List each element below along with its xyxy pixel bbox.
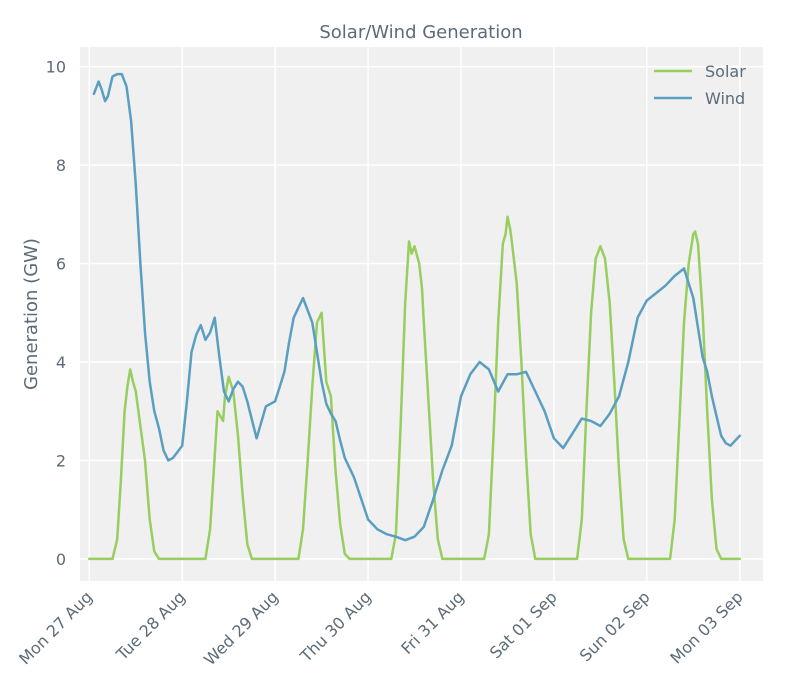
plot-background bbox=[80, 47, 763, 581]
y-axis-label: Generation (GW) bbox=[21, 238, 42, 390]
legend-label-solar: Solar bbox=[705, 62, 746, 81]
x-tick-label: Sat 01 Sep bbox=[486, 587, 561, 662]
y-tick-label: 4 bbox=[56, 353, 66, 372]
y-tick-label: 0 bbox=[56, 550, 66, 569]
y-tick-label: 2 bbox=[56, 451, 66, 470]
series-lines bbox=[88, 72, 742, 561]
x-tick-label: Wed 29 Aug bbox=[200, 587, 282, 669]
y-tick-label: 10 bbox=[46, 58, 66, 77]
chart-title: Solar/Wind Generation bbox=[319, 22, 522, 43]
y-tick-labels: 0 2 4 6 8 10 bbox=[46, 58, 66, 569]
x-gridlines bbox=[88, 47, 741, 581]
x-tick-label: Fri 31 Aug bbox=[397, 587, 468, 658]
x-tick-label: Tue 28 Aug bbox=[112, 587, 189, 664]
x-tick-label: Sun 02 Sep bbox=[576, 587, 654, 665]
legend: Solar Wind bbox=[654, 62, 746, 108]
y-tick-label: 6 bbox=[56, 255, 66, 274]
y-tick-label: 8 bbox=[56, 156, 66, 175]
legend-label-wind: Wind bbox=[705, 89, 745, 108]
series-line-solar bbox=[88, 215, 742, 561]
x-tick-label: Thu 30 Aug bbox=[296, 587, 375, 666]
series-line-wind bbox=[92, 72, 742, 542]
x-tick-label: Mon 03 Sep bbox=[666, 587, 746, 667]
x-tick-labels: Mon 27 Aug Tue 28 Aug Wed 29 Aug Thu 30 Aug… bbox=[15, 587, 746, 669]
x-tick-label: Mon 27 Aug bbox=[15, 587, 96, 668]
